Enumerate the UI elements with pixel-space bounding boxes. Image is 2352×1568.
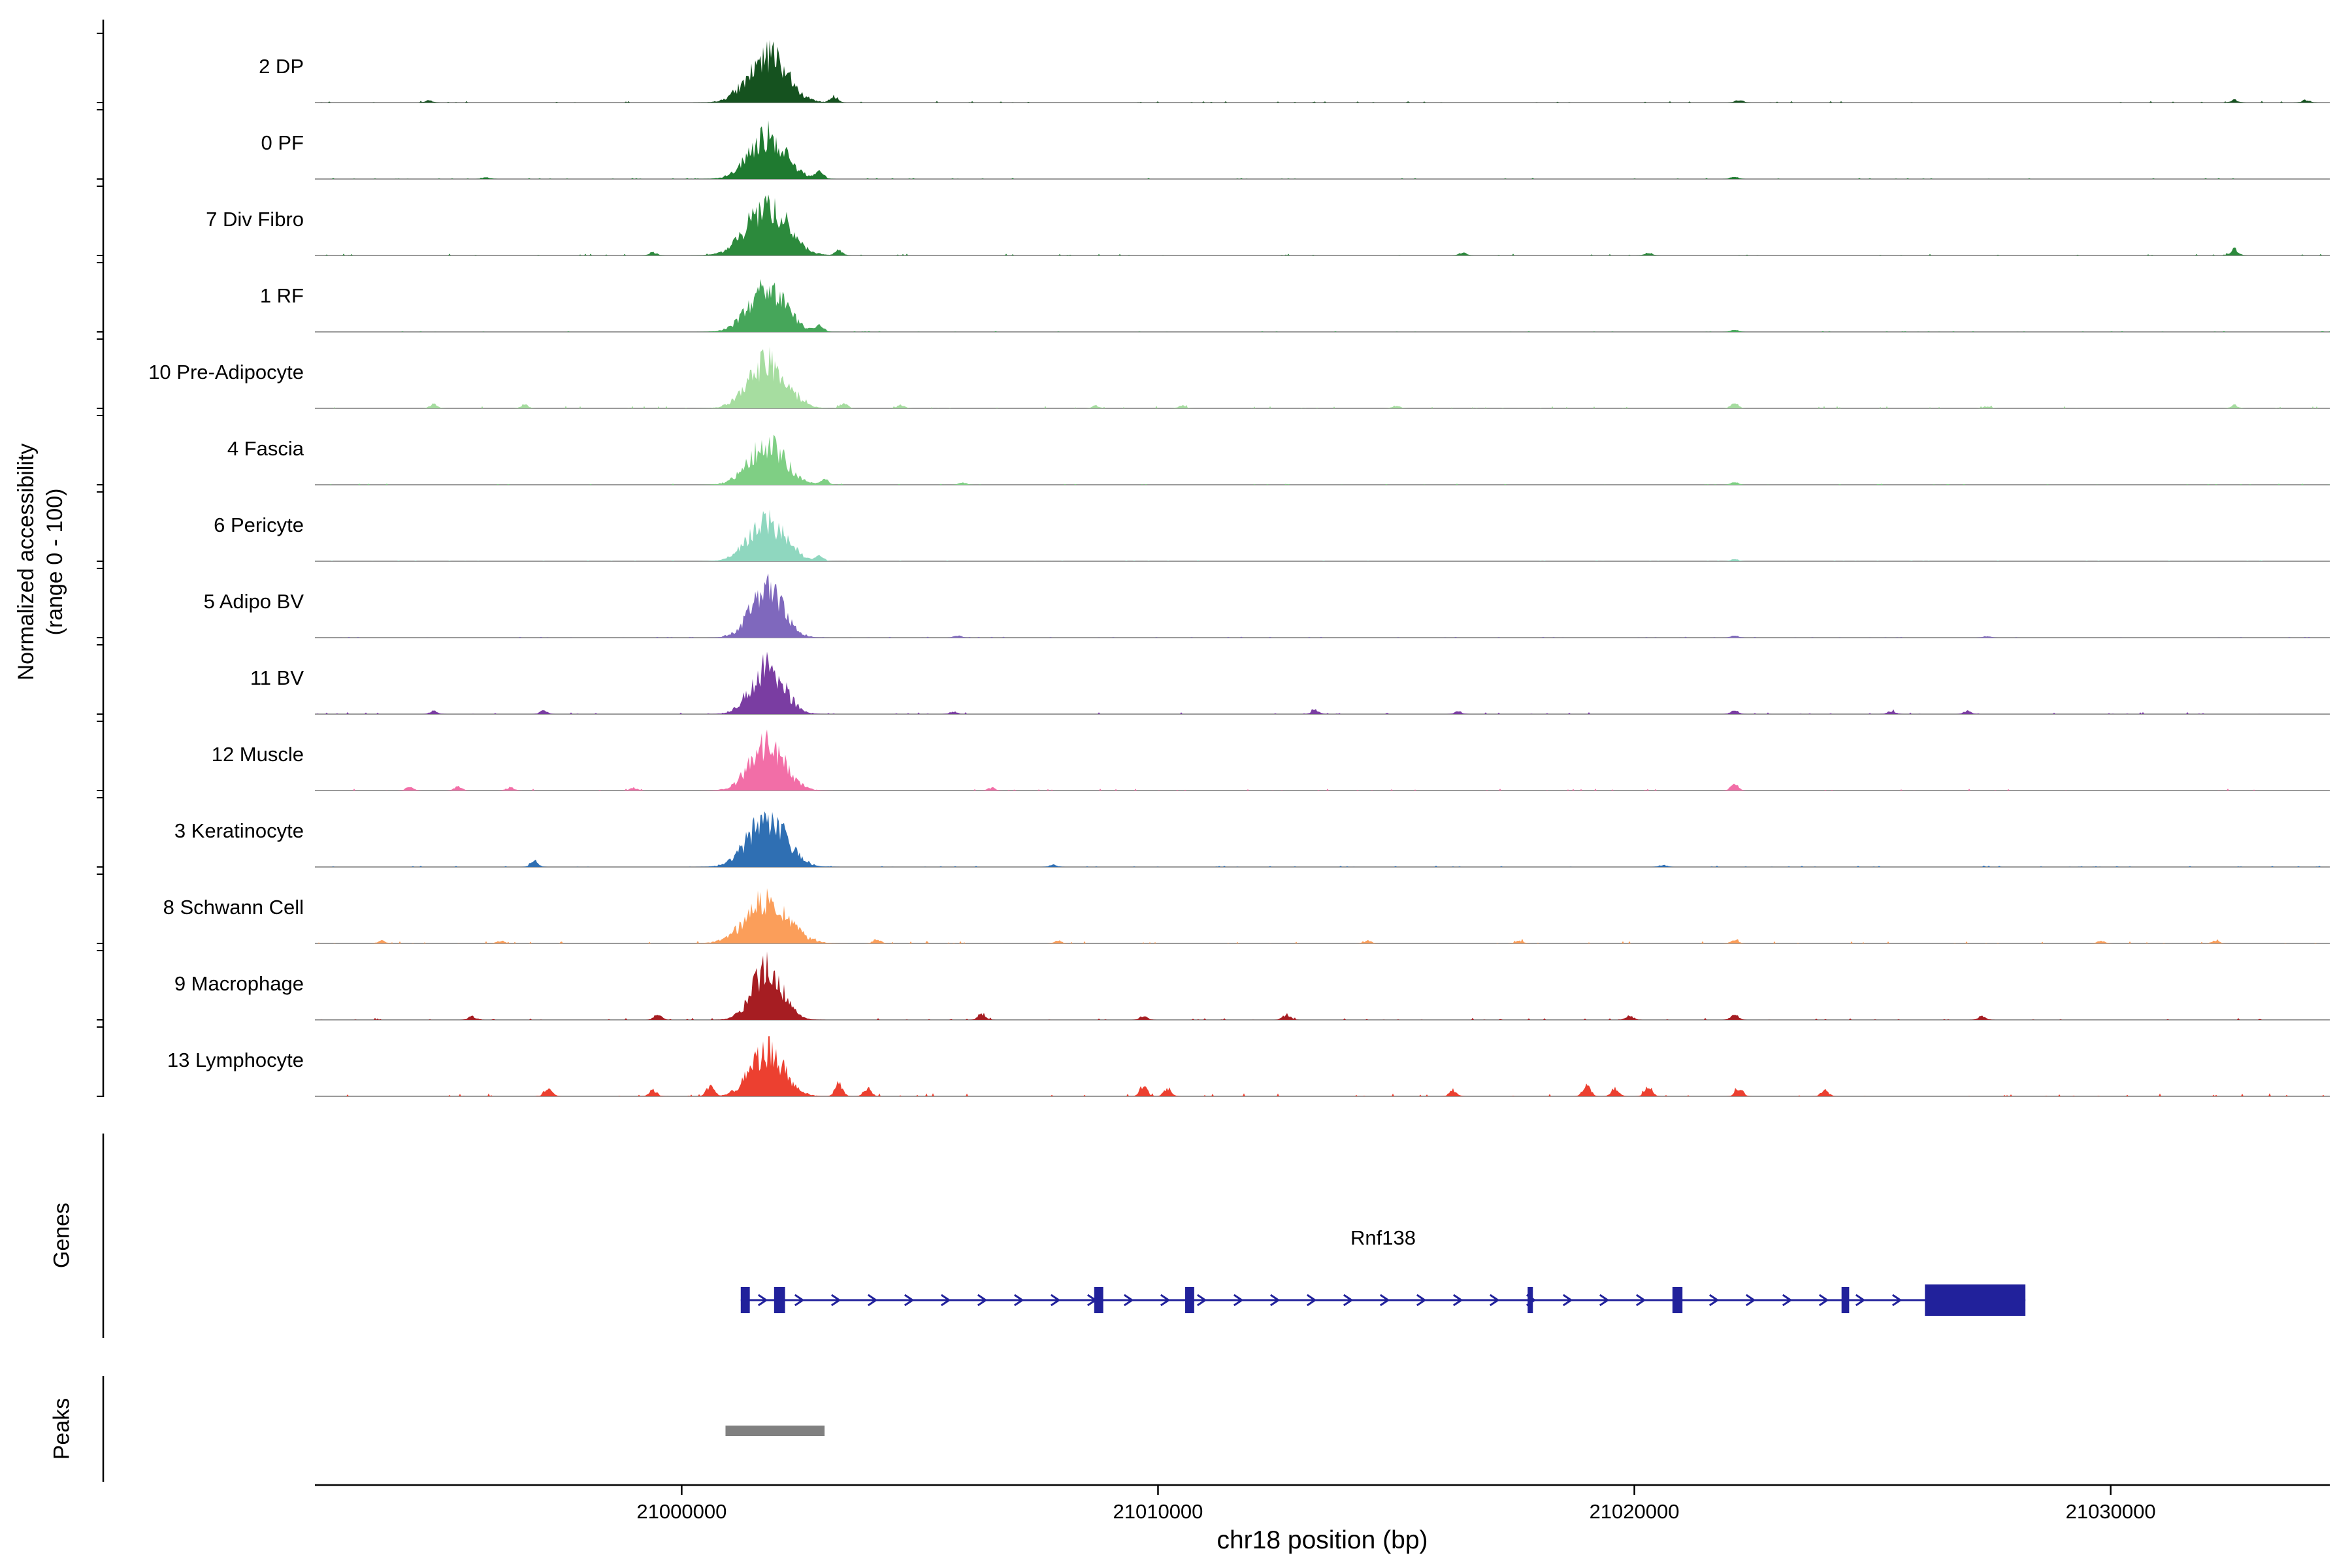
gene-strand-arrow bbox=[1708, 1294, 1720, 1307]
gene-strand-arrow bbox=[1635, 1294, 1646, 1307]
gene-strand-arrow bbox=[1050, 1294, 1061, 1307]
gene-strand-arrow bbox=[757, 1294, 768, 1307]
gene-strand-arrow bbox=[1452, 1294, 1463, 1307]
track-label: 10 Pre-Adipocyte bbox=[148, 361, 304, 384]
gene-strand-arrow bbox=[1269, 1294, 1281, 1307]
x-axis-tick-label: 21030000 bbox=[2066, 1500, 2156, 1523]
signal-track-2-dp bbox=[315, 40, 2330, 103]
signal-track-7-div-fibro bbox=[315, 194, 2330, 255]
gene-strand-arrow bbox=[1306, 1294, 1317, 1307]
signal-track-10-pre-adipocyte bbox=[315, 346, 2330, 408]
signal-track-11-bv bbox=[315, 651, 2330, 714]
gene-strand-arrow bbox=[1599, 1294, 1610, 1307]
signal-track-0-pf bbox=[315, 120, 2330, 179]
gene-strand-arrow bbox=[1855, 1294, 1866, 1307]
peak-region-bar bbox=[725, 1426, 825, 1436]
signal-track-12-muscle bbox=[315, 729, 2330, 791]
signal-track-8-schwann-cell bbox=[315, 888, 2330, 943]
x-axis-tick-label: 21020000 bbox=[1590, 1500, 1680, 1523]
gene-strand-arrow bbox=[977, 1294, 988, 1307]
gene-strand-arrow bbox=[1416, 1294, 1427, 1307]
gene-strand-arrow bbox=[1379, 1294, 1390, 1307]
signal-track-9-macrophage bbox=[315, 951, 2330, 1020]
gene-strand-arrow bbox=[1160, 1294, 1171, 1307]
gene-exon bbox=[1185, 1287, 1194, 1313]
track-label: 0 PF bbox=[261, 131, 304, 154]
gene-strand-arrow bbox=[1891, 1294, 1903, 1307]
track-label: 3 Keratinocyte bbox=[174, 819, 304, 842]
track-label: 7 Div Fibro bbox=[206, 208, 304, 231]
signal-track-4-fascia bbox=[315, 434, 2330, 485]
track-label: 12 Muscle bbox=[211, 743, 304, 766]
gene-strand-arrow bbox=[1782, 1294, 1793, 1307]
gene-strand-arrow bbox=[1745, 1294, 1756, 1307]
gene-strand-arrow bbox=[1489, 1294, 1500, 1307]
gene-strand-arrow bbox=[1343, 1294, 1354, 1307]
track-label: 13 Lymphocyte bbox=[167, 1049, 304, 1071]
signal-track-3-keratinocyte bbox=[315, 811, 2330, 867]
gene-strand-arrow bbox=[830, 1294, 841, 1307]
track-label: 1 RF bbox=[259, 284, 304, 307]
gene-strand-arrow bbox=[940, 1294, 951, 1307]
gene-strand-arrow bbox=[1196, 1294, 1207, 1307]
gene-strand-arrow bbox=[1013, 1294, 1024, 1307]
track-label: 9 Macrophage bbox=[174, 972, 304, 995]
gene-strand-arrow bbox=[1562, 1294, 1573, 1307]
gene-exon bbox=[1094, 1287, 1103, 1313]
signal-track-13-lymphocyte bbox=[315, 1036, 2330, 1096]
gene-strand-arrow bbox=[904, 1294, 915, 1307]
gene-strand-arrow bbox=[794, 1294, 805, 1307]
gene-exon bbox=[1672, 1287, 1683, 1313]
gene-exon bbox=[1527, 1287, 1533, 1313]
gene-strand-arrow bbox=[1123, 1294, 1134, 1307]
signal-track-1-rf bbox=[315, 279, 2330, 332]
track-label: 11 BV bbox=[250, 666, 304, 689]
gene-name-label: Rnf138 bbox=[1350, 1226, 1416, 1249]
signal-track-5-adipo-bv bbox=[315, 573, 2330, 638]
track-label: 5 Adipo BV bbox=[203, 590, 304, 613]
x-axis-tick-label: 21010000 bbox=[1113, 1500, 1203, 1523]
gene-exon bbox=[1841, 1287, 1850, 1313]
gene-exon bbox=[740, 1287, 750, 1313]
track-label: 6 Pericyte bbox=[214, 514, 304, 536]
x-axis-tick-label: 21000000 bbox=[636, 1500, 727, 1523]
gene-strand-arrow bbox=[1233, 1294, 1244, 1307]
x-axis-title: chr18 position (bp) bbox=[1217, 1526, 1428, 1554]
track-label: 8 Schwann Cell bbox=[163, 896, 304, 919]
track-label: 4 Fascia bbox=[227, 437, 304, 460]
gene-exon bbox=[1925, 1284, 2026, 1316]
gene-strand-arrow bbox=[867, 1294, 878, 1307]
gene-strand-arrow bbox=[1818, 1294, 1829, 1307]
signal-track-6-pericyte bbox=[315, 509, 2330, 561]
track-label: 2 DP bbox=[259, 55, 304, 78]
gene-exon bbox=[774, 1287, 785, 1313]
